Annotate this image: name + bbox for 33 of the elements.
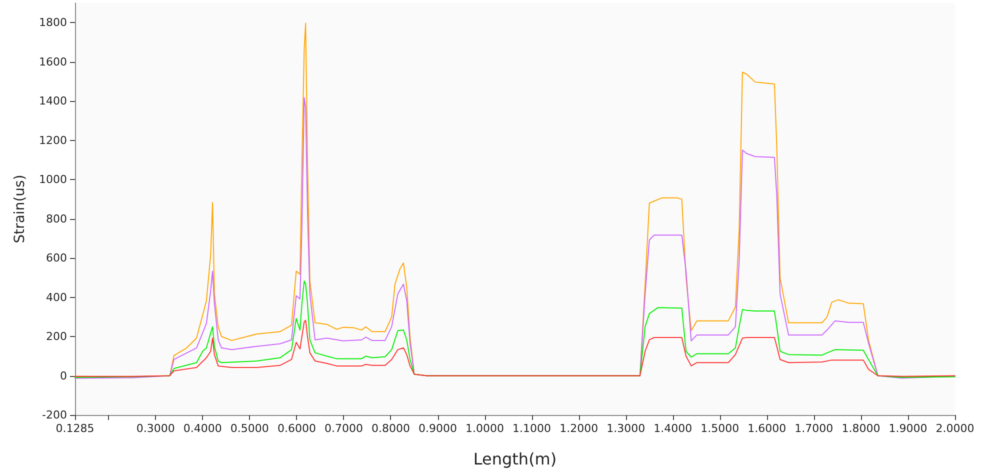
x-tick-label: 1.6000 bbox=[748, 422, 786, 435]
x-tick-label: 1.3000 bbox=[606, 422, 646, 435]
y-tick-label: 1800 bbox=[39, 16, 67, 30]
x-axis-title: Length(m) bbox=[473, 450, 557, 468]
y-tick-label: 0 bbox=[60, 369, 67, 382]
line-series bbox=[74, 320, 956, 377]
x-tick-label: 2.0000 bbox=[936, 422, 974, 435]
y-tick-label: 400 bbox=[46, 290, 67, 304]
x-tick-label: 1.7000 bbox=[794, 422, 834, 435]
y-tick-label: 1600 bbox=[39, 55, 67, 68]
x-tick-label: 0.6000 bbox=[277, 422, 316, 435]
y-axis-title: Strain(us) bbox=[12, 174, 28, 244]
x-tick-label: 1.1000 bbox=[512, 422, 552, 435]
x-tick-label: 1.8000 bbox=[842, 422, 880, 435]
y-tick-label: 1000 bbox=[39, 173, 67, 186]
x-tick-label: 1.4000 bbox=[654, 422, 692, 435]
x-tick-label: 0.1285 bbox=[56, 422, 94, 435]
x-tick-label: 0.5000 bbox=[230, 422, 269, 435]
x-tick-label: 0.7000 bbox=[324, 422, 363, 435]
x-tick-label: 0.8000 bbox=[371, 422, 410, 435]
x-tick-label: 0.4000 bbox=[183, 422, 222, 435]
x-tick-label: 0.9000 bbox=[418, 422, 458, 435]
y-tick-label: -200 bbox=[42, 408, 67, 422]
y-tick-label: 800 bbox=[46, 212, 67, 226]
y-tick-label: 200 bbox=[46, 330, 67, 344]
y-tick-label: 1400 bbox=[39, 94, 67, 108]
y-tick-label: 600 bbox=[46, 252, 67, 265]
x-tick-label: 1.5000 bbox=[700, 422, 740, 435]
x-tick-label: 0.3000 bbox=[136, 422, 175, 435]
x-tick-label: 1.0000 bbox=[466, 422, 504, 435]
y-tick-label: 1200 bbox=[39, 134, 67, 147]
x-tick-label: 1.2000 bbox=[560, 422, 598, 435]
x-tick-label: 1.9000 bbox=[888, 422, 928, 435]
